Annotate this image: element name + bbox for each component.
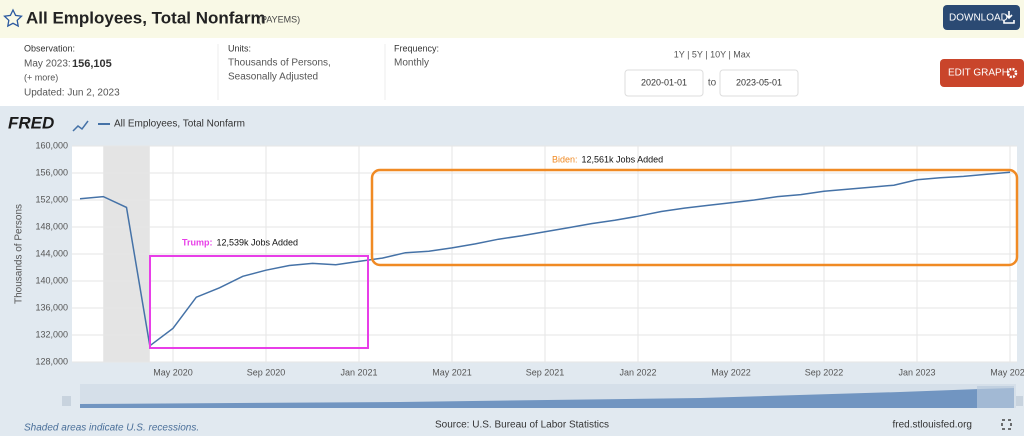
logo-icon: [72, 120, 89, 132]
download-label: DOWNLOAD: [949, 13, 1008, 24]
units-label: Units:: [228, 43, 251, 53]
x-tick-label: Jan 2021: [340, 367, 377, 377]
navigator-window[interactable]: [977, 386, 1014, 408]
start-date: 2020-01-01: [641, 77, 687, 87]
x-tick-label: Sep 2021: [526, 367, 565, 377]
range-buttons[interactable]: 1Y | 5Y | 10Y | Max: [674, 49, 751, 59]
observation-value: 156,105: [72, 58, 112, 70]
end-date: 2023-05-01: [736, 77, 782, 87]
fred-logo: FRED: [8, 113, 54, 132]
x-tick-label: Sep 2022: [805, 367, 844, 377]
annotation-text: 12,561k Jobs Added: [582, 154, 664, 164]
y-tick-label: 156,000: [35, 167, 68, 177]
series-title: All Employees, Total Nonfarm: [26, 8, 266, 27]
annotation-name: Biden:: [552, 154, 578, 164]
observation-label: Observation:: [24, 43, 75, 53]
series-id: (PAYEMS): [258, 14, 300, 24]
x-tick-label: Jan 2023: [898, 367, 935, 377]
edit-graph-button[interactable]: [940, 59, 1024, 87]
x-tick-label: May 2022: [711, 367, 751, 377]
y-axis-label: Thousands of Persons: [14, 204, 25, 304]
frequency: Monthly: [394, 58, 429, 69]
trump-box: [149, 255, 369, 349]
scroll-left[interactable]: [62, 396, 71, 406]
source: Source: U.S. Bureau of Labor Statistics: [435, 420, 609, 431]
x-tick-label: Sep 2020: [247, 367, 286, 377]
fullscreen-icon[interactable]: [1001, 419, 1012, 430]
annotation-text: 12,539k Jobs Added: [217, 237, 299, 247]
x-tick-label: Jan 2022: [619, 367, 656, 377]
units-line: Seasonally Adjusted: [228, 72, 318, 83]
to-label: to: [708, 78, 717, 89]
more-link[interactable]: (+ more): [24, 72, 58, 82]
y-tick-label: 140,000: [35, 275, 68, 285]
y-tick-label: 144,000: [35, 248, 68, 258]
annotation-name: Trump:: [182, 237, 213, 247]
y-tick-label: 132,000: [35, 329, 68, 339]
scroll-right[interactable]: [1016, 396, 1023, 406]
download-icon: [1003, 11, 1015, 24]
x-tick-label: May 2021: [432, 367, 472, 377]
download-button[interactable]: [943, 5, 1020, 30]
y-tick-label: 136,000: [35, 302, 68, 312]
gear-icon: [1006, 67, 1018, 79]
end-date-input[interactable]: [719, 69, 799, 97]
header-bar: [0, 0, 1024, 38]
navigator-area: [80, 388, 1014, 408]
legend-label: All Employees, Total Nonfarm: [114, 119, 245, 130]
y-tick-label: 148,000: [35, 221, 68, 231]
units-line: Thousands of Persons,: [228, 58, 331, 69]
y-tick-label: 152,000: [35, 194, 68, 204]
recession-note: Shaded areas indicate U.S. recessions.: [24, 423, 199, 434]
favorite-star[interactable]: [3, 8, 23, 28]
y-tick-label: 160,000: [35, 140, 68, 150]
updated: Updated: Jun 2, 2023: [24, 88, 120, 99]
observation-date: May 2023:: [24, 59, 71, 70]
series-line: [79, 171, 1011, 348]
y-tick-label: 128,000: [35, 356, 68, 366]
edit-graph-label: EDIT GRAPH: [948, 68, 1009, 79]
x-tick-label: May 2020: [153, 367, 193, 377]
biden-box: [370, 168, 1019, 267]
x-tick-label: May 2023: [990, 367, 1024, 377]
site: fred.stlouisfed.org: [893, 420, 973, 431]
start-date-input[interactable]: [624, 69, 704, 97]
info-panel: [0, 38, 1024, 106]
frequency-label: Frequency:: [394, 43, 439, 53]
